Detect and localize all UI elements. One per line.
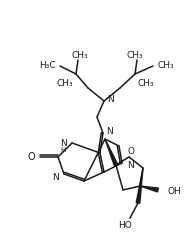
Text: CH₃: CH₃ xyxy=(127,51,143,60)
Text: N: N xyxy=(127,161,134,170)
Text: N: N xyxy=(107,96,114,105)
Text: N: N xyxy=(52,173,59,182)
Text: CH₃: CH₃ xyxy=(72,51,88,60)
Text: CH₃: CH₃ xyxy=(138,79,155,87)
Text: N: N xyxy=(60,139,67,147)
Polygon shape xyxy=(105,139,118,166)
Polygon shape xyxy=(140,186,158,192)
Text: H: H xyxy=(60,147,66,153)
Text: H₃C: H₃C xyxy=(39,61,56,71)
Text: O: O xyxy=(27,152,35,162)
Text: N: N xyxy=(106,127,113,136)
Text: HO: HO xyxy=(118,222,132,231)
Polygon shape xyxy=(136,168,143,203)
Text: CH₃: CH₃ xyxy=(56,79,73,87)
Text: O: O xyxy=(128,147,135,156)
Text: OH: OH xyxy=(167,186,181,196)
Text: CH₃: CH₃ xyxy=(157,61,174,71)
